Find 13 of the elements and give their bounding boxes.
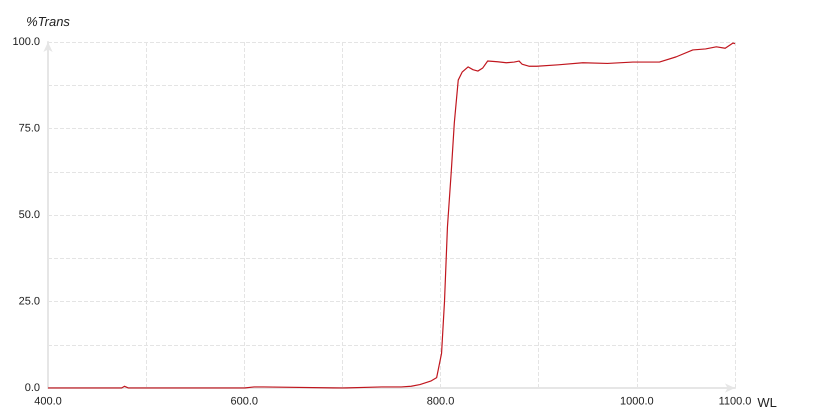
y-tick-label: 75.0 [18, 122, 40, 134]
x-tick-label: 400.0 [34, 396, 62, 408]
x-axis-title: WL [757, 395, 777, 410]
y-tick-label: 25.0 [18, 296, 40, 308]
x-tick-label: 600.0 [230, 396, 258, 408]
x-tick-label: 800.0 [426, 396, 454, 408]
x-tick-label: 1000.0 [620, 396, 654, 408]
y-tick-label: 0.0 [24, 382, 40, 394]
line-series [47, 42, 736, 389]
y-tick-label: 50.0 [18, 209, 40, 221]
y-tick-label: 100.0 [12, 36, 40, 48]
y-axis-title: %Trans [26, 14, 70, 29]
x-tick-label: 1100.0 [718, 396, 752, 408]
